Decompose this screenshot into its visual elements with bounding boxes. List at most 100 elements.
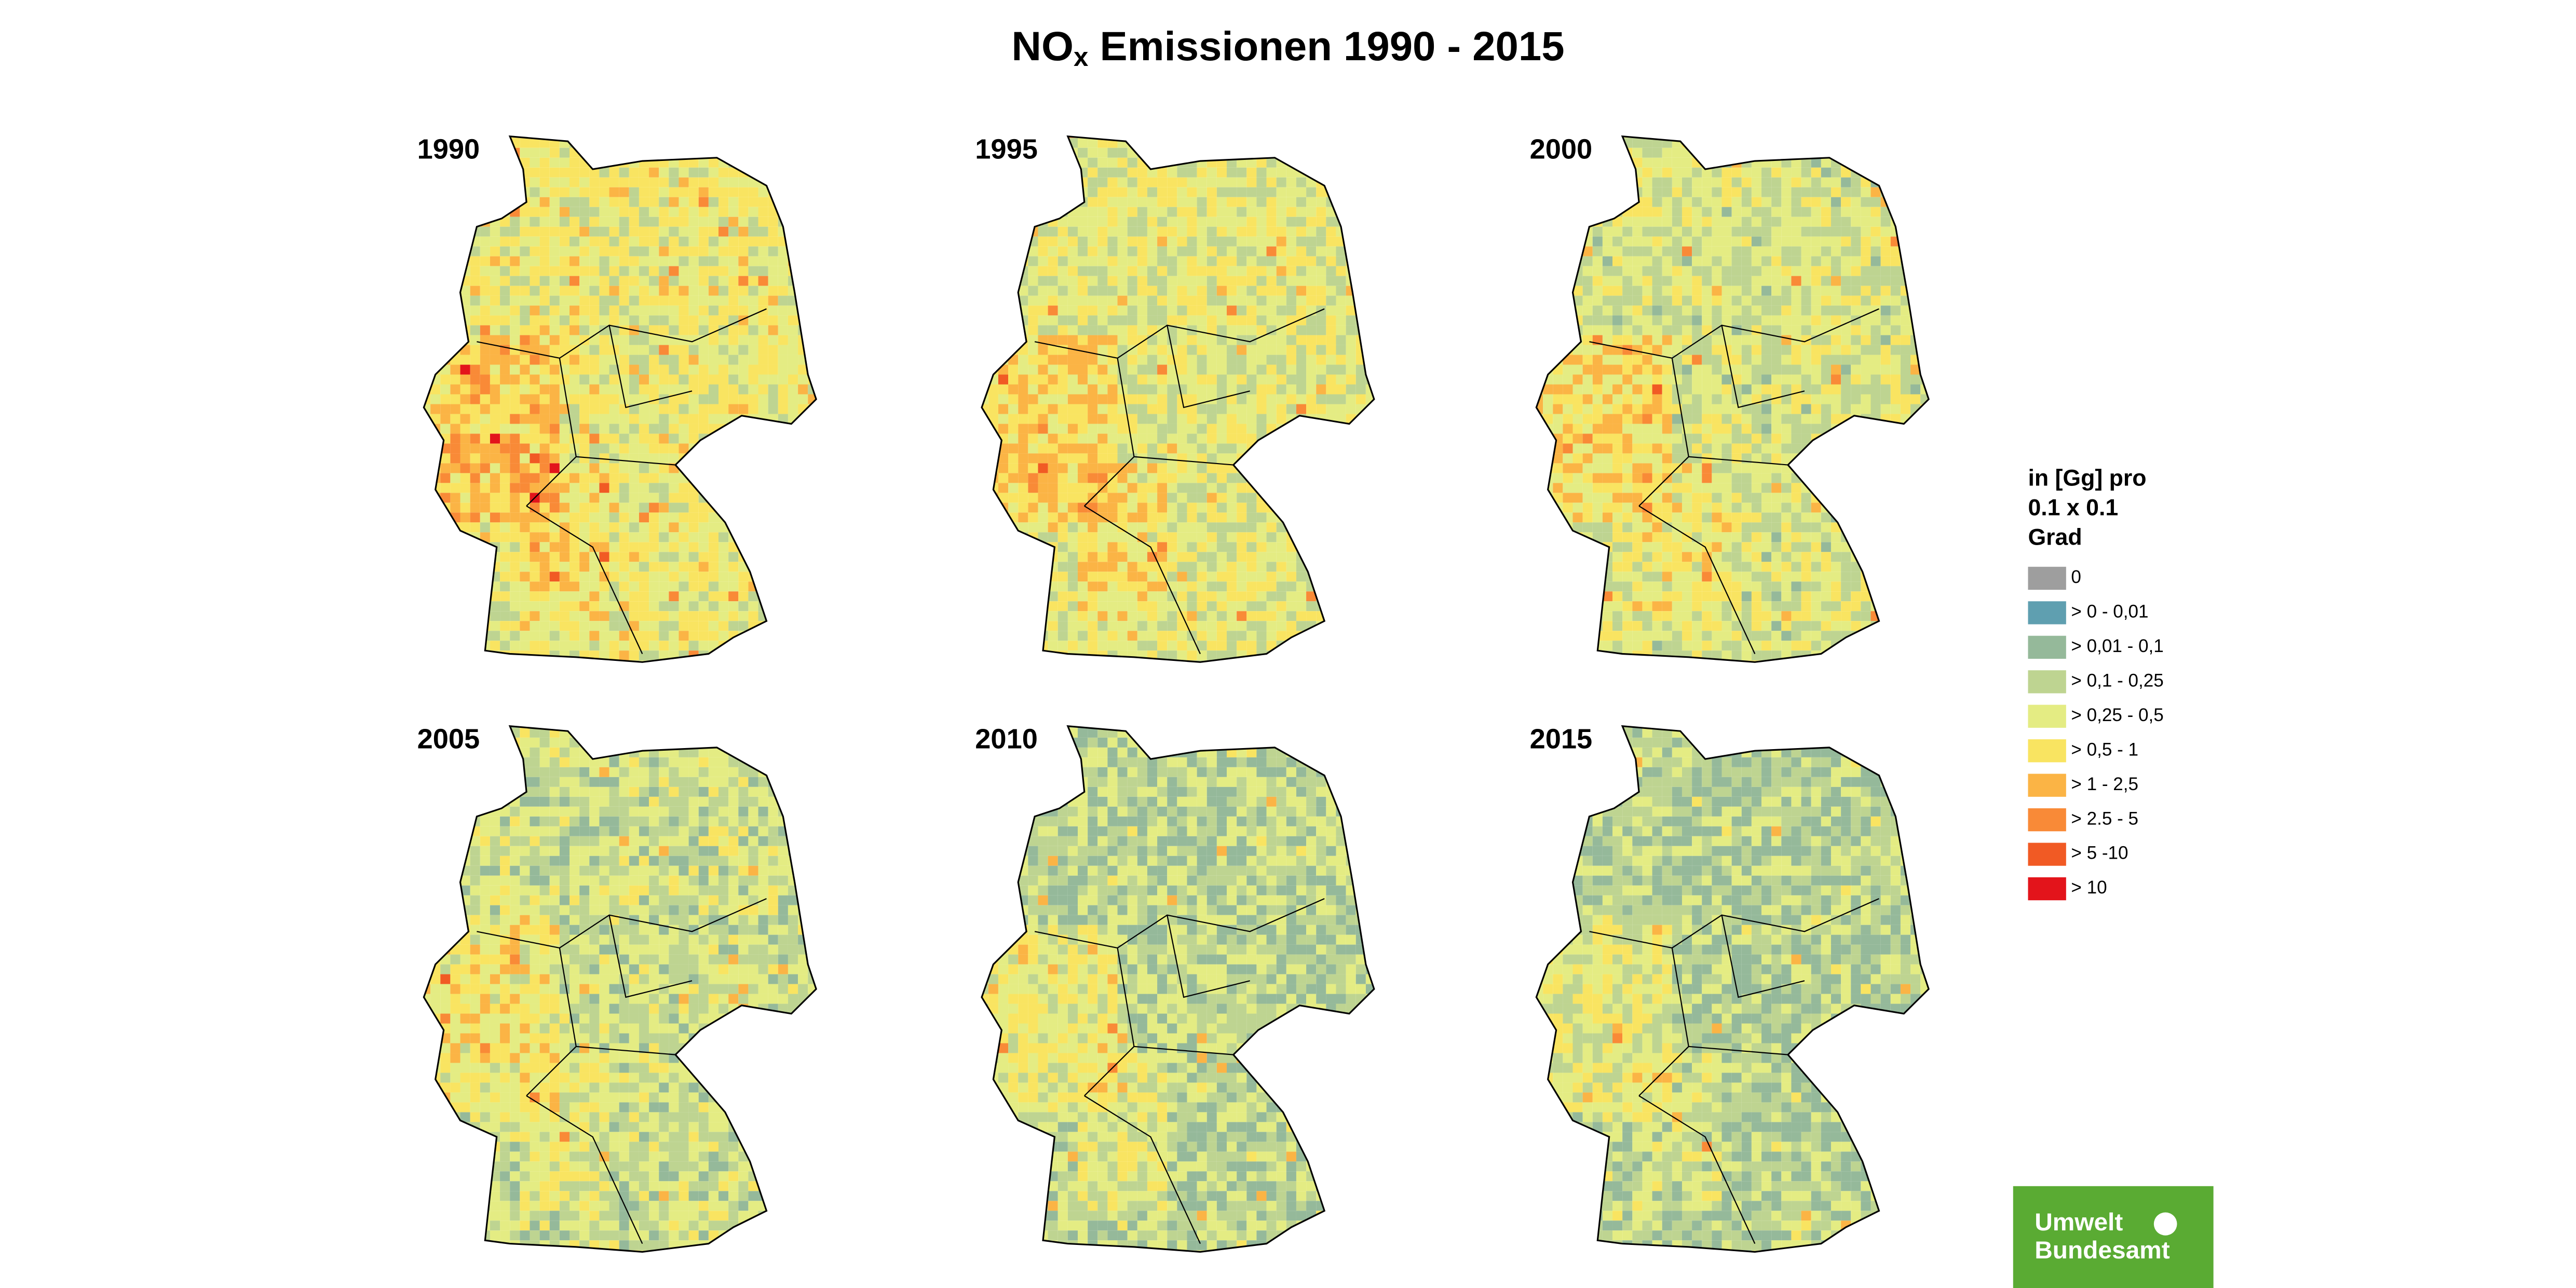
grid-cell xyxy=(1177,236,1187,247)
grid-cell xyxy=(629,641,639,651)
grid-cell xyxy=(679,493,689,503)
grid-cell xyxy=(559,236,570,247)
grid-cell xyxy=(549,136,560,138)
grid-cell xyxy=(1861,187,1871,197)
grid-cell xyxy=(629,226,639,237)
grid-cell xyxy=(1028,621,1038,631)
grid-cell xyxy=(728,591,739,602)
grid-cell xyxy=(1167,503,1177,513)
grid-cell xyxy=(470,611,480,621)
grid-cell xyxy=(1057,335,1068,345)
grid-cell xyxy=(1256,138,1267,148)
grid-cell xyxy=(1157,305,1168,316)
grid-cell xyxy=(738,355,749,365)
grid-cell xyxy=(1216,581,1227,592)
grid-cell xyxy=(1206,443,1217,454)
grid-cell xyxy=(1038,591,1048,602)
grid-cell xyxy=(1712,207,1722,217)
grid-cell xyxy=(480,305,490,316)
grid-cell xyxy=(1246,433,1257,444)
grid-cell xyxy=(539,384,550,395)
grid-cell xyxy=(460,611,470,621)
grid-cell xyxy=(758,295,768,306)
grid-cell xyxy=(1296,503,1307,513)
grid-cell xyxy=(424,374,431,385)
grid-cell xyxy=(1078,601,1088,612)
grid-cell xyxy=(1227,552,1237,562)
grid-cell xyxy=(1157,443,1168,454)
grid-cell xyxy=(982,493,988,503)
grid-cell xyxy=(1336,483,1346,493)
grid-cell xyxy=(1572,197,1583,207)
grid-cell xyxy=(1266,226,1277,237)
grid-cell xyxy=(1266,256,1277,266)
grid-cell xyxy=(1008,266,1019,276)
grid-cell xyxy=(1206,572,1217,582)
grid-cell xyxy=(589,216,600,227)
grid-cell xyxy=(470,216,480,227)
grid-cell xyxy=(798,236,808,247)
grid-cell xyxy=(1266,216,1277,227)
grid-cell xyxy=(539,522,550,533)
grid-cell xyxy=(1246,512,1257,523)
grid-cell xyxy=(619,424,629,434)
grid-cell xyxy=(969,611,979,621)
grid-cell xyxy=(480,483,490,493)
grid-cell xyxy=(1067,601,1078,612)
grid-cell xyxy=(1316,503,1326,513)
grid-cell xyxy=(500,286,510,296)
grid-cell xyxy=(1177,572,1187,582)
grid-cell xyxy=(1048,483,1058,493)
grid-cell xyxy=(1326,266,1336,276)
grid-cell xyxy=(1008,315,1019,326)
grid-cell xyxy=(1227,433,1237,444)
grid-cell xyxy=(500,493,510,503)
grid-cell xyxy=(1008,611,1019,621)
grid-cell xyxy=(649,136,659,138)
grid-cell xyxy=(1702,187,1712,197)
grid-cell xyxy=(1167,621,1177,631)
grid-cell xyxy=(1078,315,1088,326)
grid-cell xyxy=(1227,503,1237,513)
grid-cell xyxy=(1097,187,1108,197)
grid-cell xyxy=(1336,207,1346,217)
grid-cell xyxy=(1316,256,1326,266)
grid-cell xyxy=(639,641,649,651)
grid-cell xyxy=(788,216,798,227)
grid-cell xyxy=(430,611,441,621)
grid-cell xyxy=(1117,305,1128,316)
grid-cell xyxy=(1326,443,1336,454)
grid-cell xyxy=(818,178,828,187)
grid-cell xyxy=(778,167,788,178)
grid-cell xyxy=(1286,305,1296,316)
grid-cell xyxy=(629,384,639,395)
grid-cell xyxy=(609,286,619,296)
grid-cell xyxy=(708,414,719,424)
grid-cell xyxy=(688,424,699,434)
grid-cell xyxy=(510,572,520,582)
grid-cell xyxy=(1057,581,1068,592)
grid-cell xyxy=(1276,542,1286,552)
grid-cell xyxy=(998,591,1009,602)
grid-cell xyxy=(988,276,998,286)
grid-cell xyxy=(520,266,530,276)
grid-cell xyxy=(609,335,619,345)
grid-cell xyxy=(1346,187,1356,197)
grid-cell xyxy=(510,236,520,247)
grid-cell xyxy=(1008,493,1019,503)
grid-cell xyxy=(1057,424,1068,434)
grid-cell xyxy=(1097,493,1108,503)
grid-cell xyxy=(1256,207,1267,217)
grid-cell xyxy=(1097,532,1108,543)
grid-cell xyxy=(460,345,470,355)
grid-cell xyxy=(1206,394,1217,404)
grid-cell xyxy=(1048,522,1058,533)
grid-cell xyxy=(549,552,560,562)
grid-cell xyxy=(589,424,600,434)
grid-cell xyxy=(1057,404,1068,414)
grid-cell xyxy=(1346,542,1356,552)
grid-cell xyxy=(569,463,580,473)
grid-cell xyxy=(1057,631,1068,641)
grid-cell xyxy=(450,424,460,434)
grid-cell xyxy=(998,286,1009,296)
